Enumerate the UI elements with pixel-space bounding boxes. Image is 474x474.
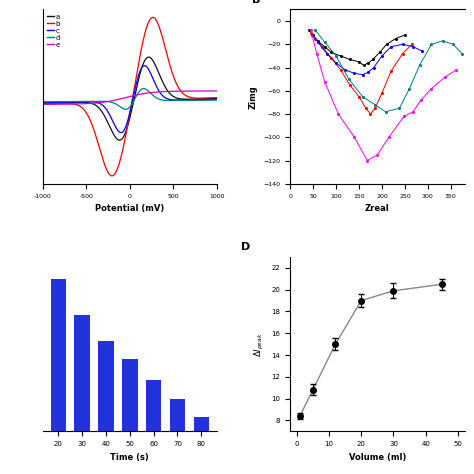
a xyxy=(40,100,46,106)
a xyxy=(107,123,112,129)
d xyxy=(214,97,220,103)
Line: d: d xyxy=(43,89,217,109)
c xyxy=(214,96,220,102)
a xyxy=(214,96,220,101)
c xyxy=(118,130,124,136)
b xyxy=(70,101,76,107)
e xyxy=(107,99,112,104)
b xyxy=(150,15,156,20)
Line: e: e xyxy=(43,91,217,104)
Line: a: a xyxy=(43,57,217,140)
Y-axis label: $\Delta I_{peak}$: $\Delta I_{peak}$ xyxy=(253,332,266,356)
Bar xyxy=(98,341,114,431)
d xyxy=(70,99,76,104)
d xyxy=(211,97,217,103)
d xyxy=(123,107,128,112)
Line: c: c xyxy=(43,65,217,133)
Bar xyxy=(122,359,137,431)
Y-axis label: Zimg: Zimg xyxy=(249,85,258,109)
a xyxy=(146,54,152,60)
e xyxy=(114,97,120,102)
c xyxy=(142,63,147,68)
c xyxy=(60,100,65,105)
Bar xyxy=(146,381,161,431)
X-axis label: Potential (mV): Potential (mV) xyxy=(95,204,164,213)
c xyxy=(211,97,217,102)
d xyxy=(40,99,46,105)
Line: b: b xyxy=(43,18,217,176)
a xyxy=(117,137,122,143)
b xyxy=(60,100,65,106)
c xyxy=(192,97,198,102)
a xyxy=(60,100,65,106)
b xyxy=(214,95,220,100)
d xyxy=(107,99,112,105)
d xyxy=(114,102,120,108)
c xyxy=(114,127,120,132)
b xyxy=(107,172,112,177)
Text: B: B xyxy=(252,0,260,5)
b xyxy=(211,95,217,100)
e xyxy=(192,88,198,94)
d xyxy=(141,86,146,91)
b xyxy=(114,167,120,173)
c xyxy=(40,100,46,105)
Bar xyxy=(51,279,66,431)
Text: D: D xyxy=(241,242,251,252)
X-axis label: Volume (ml): Volume (ml) xyxy=(349,453,406,462)
b xyxy=(40,101,46,107)
e xyxy=(60,101,65,107)
e xyxy=(211,88,217,94)
b xyxy=(109,173,115,179)
a xyxy=(70,100,76,105)
Bar xyxy=(74,315,90,431)
Bar xyxy=(193,417,209,431)
a xyxy=(114,136,120,142)
Legend: a, b, c, d, e: a, b, c, d, e xyxy=(46,13,61,48)
c xyxy=(70,99,76,105)
a xyxy=(192,96,198,102)
d xyxy=(192,98,198,103)
b xyxy=(192,95,198,101)
X-axis label: Zreal: Zreal xyxy=(365,204,390,213)
c xyxy=(107,112,112,118)
d xyxy=(60,99,65,104)
e xyxy=(70,101,76,107)
Bar xyxy=(170,400,185,431)
X-axis label: Time (s): Time (s) xyxy=(110,453,149,462)
a xyxy=(211,96,217,101)
e xyxy=(40,101,46,107)
e xyxy=(214,88,220,94)
